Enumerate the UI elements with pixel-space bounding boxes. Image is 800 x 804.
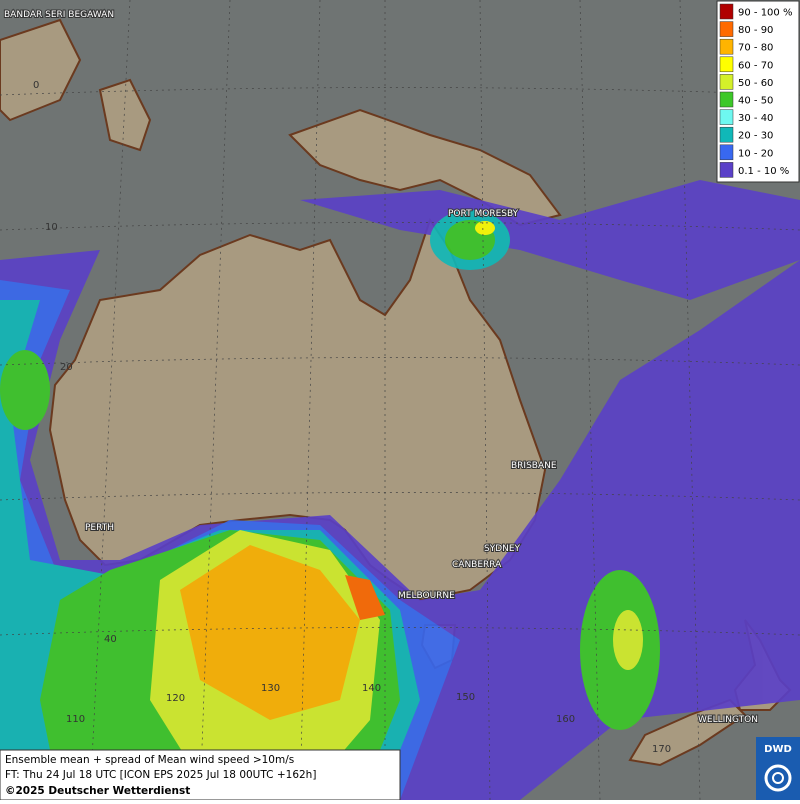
city-label: SYDNEY (484, 544, 521, 554)
grid-label: 110 (66, 714, 85, 725)
legend-label: 10 - 20 (738, 148, 773, 159)
city-label: BANDAR SERI BEGAWAN (4, 10, 114, 20)
legend-swatch (719, 91, 734, 108)
field-11 (475, 221, 495, 235)
legend-label: 30 - 40 (738, 113, 773, 124)
caption-box (0, 749, 401, 801)
legend-swatch (719, 56, 734, 73)
wind-probability (0, 180, 800, 800)
city-label: MELBOURNE (398, 591, 455, 601)
grid-label: 10 (45, 222, 58, 233)
legend-swatch (719, 3, 734, 20)
legend-label: 20 - 30 (738, 131, 773, 142)
nz-south (628, 698, 747, 767)
legend-label: 90 - 100 % (738, 8, 792, 19)
city-label: PORT MORESBY (448, 209, 519, 219)
city-label: BRISBANE (511, 461, 557, 471)
legend-label: 50 - 60 (738, 78, 773, 89)
legend: 90 - 100 % 80 - 90 70 - 80 60 - 70 50 - 60 40… (716, 0, 800, 183)
caption-line: Ensemble mean + spread of Mean wind spee… (5, 754, 294, 766)
legend-swatch (719, 109, 734, 125)
legend-label: 60 - 70 (738, 60, 773, 71)
legend-label: 0.1 - 10 % (738, 166, 789, 177)
caption-line: ©2025 Deutscher Wetterdienst (5, 785, 190, 797)
legend-swatch (719, 144, 734, 161)
logo-text: DWD (764, 744, 792, 755)
logo-icon (764, 764, 792, 792)
city-label: PERTH (85, 523, 114, 533)
borneo (0, 18, 82, 122)
legend-label: 40 - 50 (738, 96, 773, 107)
legend-swatch (719, 74, 734, 90)
logo-icon (772, 772, 784, 784)
legend-swatch (719, 126, 734, 143)
legend-label: 80 - 90 (738, 25, 773, 36)
grid-label: 170 (652, 744, 671, 755)
grid-label: 150 (456, 692, 475, 703)
grid-label: 130 (261, 683, 280, 694)
caption-line: FT: Thu 24 Jul 18 UTC [ICON EPS 2025 Jul… (5, 769, 316, 781)
grid-label: 0 (33, 80, 39, 91)
city-label: WELLINGTON (698, 715, 758, 725)
legend-swatch (719, 162, 734, 178)
grid-label: 40 (104, 634, 117, 645)
city-label: CANBERRA (452, 560, 502, 570)
legend-swatch (719, 21, 734, 37)
field-0b (300, 180, 800, 300)
legend-swatch (719, 38, 734, 55)
legend-label: 70 - 80 (738, 43, 773, 54)
field-5 (180, 545, 360, 720)
grid-label: 120 (166, 693, 185, 704)
grid-label: 140 (362, 683, 381, 694)
field-12 (0, 350, 50, 430)
field-8 (613, 610, 643, 670)
grid-label: 20 (60, 362, 73, 373)
australia (48, 217, 547, 602)
field-6 (345, 575, 385, 620)
sulawesi (98, 78, 152, 152)
grid-label: 160 (556, 714, 575, 725)
